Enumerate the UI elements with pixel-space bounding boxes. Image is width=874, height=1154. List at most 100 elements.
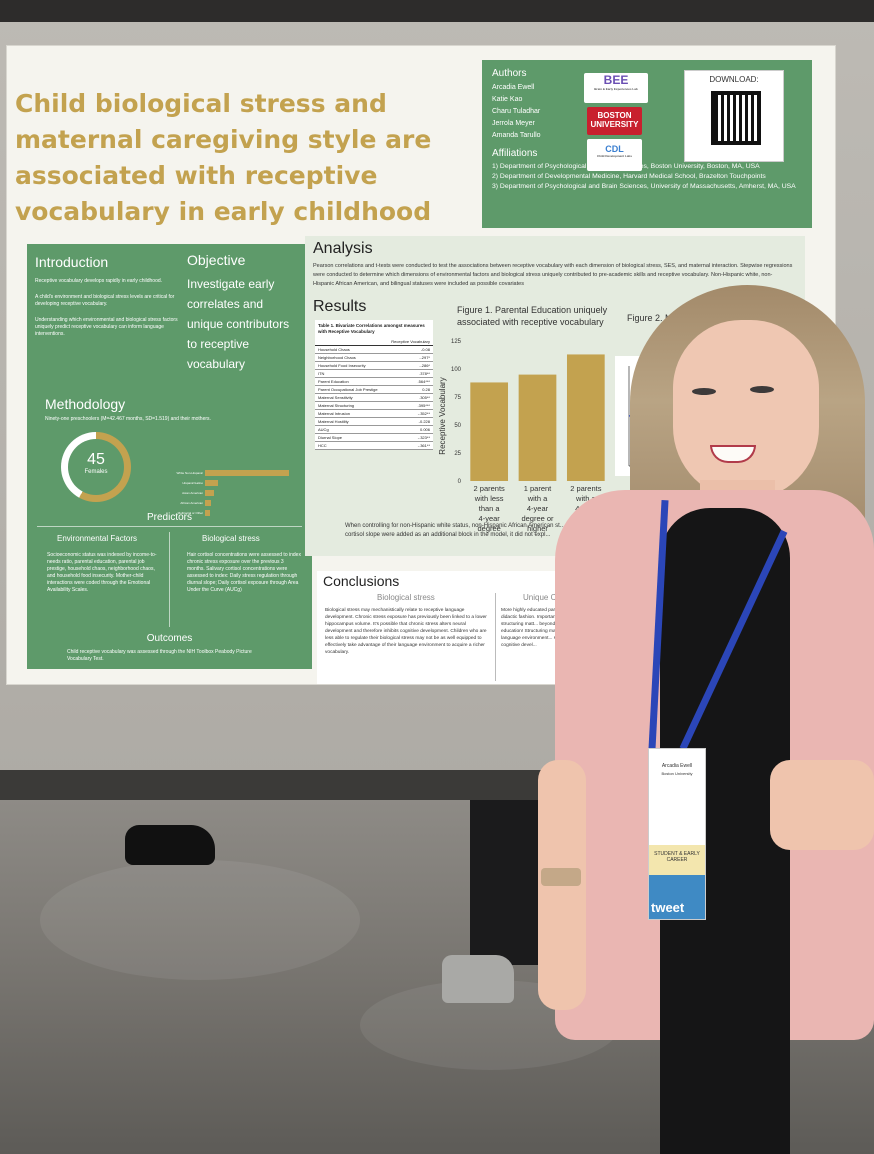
y-tick-label: 0 xyxy=(458,479,462,485)
conclusions-col1-text: Biological stress may mechanistically re… xyxy=(325,608,487,655)
table-cell-correlation: .378** xyxy=(419,371,430,376)
table-cell-correlation: 0.28 xyxy=(422,387,430,392)
race-bar xyxy=(205,500,211,506)
cdl-logo-sub: Child Development Labs xyxy=(596,154,632,158)
table-cell-correlation: -0.228 xyxy=(418,419,430,424)
table-cell-measure: Diurnal Slope xyxy=(318,435,343,440)
y-tick-label: 25 xyxy=(454,451,461,457)
table-cell-correlation: .305** xyxy=(419,395,430,400)
y-tick-label: 100 xyxy=(451,367,462,373)
environmental-factors-text: Socioeconomic status was indexed by inco… xyxy=(47,552,157,593)
intro-paragraph: Understanding which environmental and bi… xyxy=(35,317,178,337)
table-cell-correlation: -.286* xyxy=(419,363,430,368)
table-cell-measure: AUCg xyxy=(318,427,329,432)
person-eye xyxy=(750,386,774,393)
table-row: AUCg 0.006 xyxy=(315,426,433,434)
person-hand-on-hip xyxy=(770,760,874,850)
race-bar-label: African American xyxy=(180,501,203,505)
background-person-shoes xyxy=(125,825,215,865)
race-bar-label: White Non-Hispanic xyxy=(176,471,203,475)
author-name: Jerrola Meyer xyxy=(492,120,535,127)
race-bar xyxy=(205,470,289,476)
intro-paragraph: Receptive vocabulary develops rapidly in… xyxy=(35,278,163,284)
conclusions-heading: Conclusions xyxy=(323,573,400,589)
x-tick-label: 1 parent with a 4-year degree or higher xyxy=(521,484,554,533)
wristwatch xyxy=(541,868,581,886)
predictors-heading: Predictors xyxy=(146,512,192,523)
download-label: DOWNLOAD: xyxy=(709,75,759,84)
divider xyxy=(37,526,302,527)
table-cell-measure: ITN xyxy=(318,371,325,376)
floor-reflection xyxy=(40,860,360,980)
y-tick-label: 50 xyxy=(454,423,461,429)
qr-code-icon xyxy=(711,91,761,145)
results-heading: Results xyxy=(313,298,367,315)
y-tick-label: 125 xyxy=(451,339,462,345)
table-row: Maternal Structuring .395*** xyxy=(315,402,433,410)
table-cell-measure: Neighborhood Chaos xyxy=(318,355,356,360)
table-cell-correlation: -.352** xyxy=(417,411,430,416)
left-panel: Introduction Objective Receptive vocabul… xyxy=(27,244,312,669)
boston-university-logo: BOSTON UNIVERSITY xyxy=(587,107,642,135)
table-row: Parent Occupational Job Prestige 0.28 xyxy=(315,386,433,394)
badge-brand-text: tweet xyxy=(651,900,685,915)
badge-band-text: STUDENT & EARLY CAREER xyxy=(649,845,705,875)
methodology-sample: Ninety-one preschoolers (M=42.467 months… xyxy=(45,416,211,422)
table-row: Diurnal Slope -.323** xyxy=(315,434,433,442)
table-row: ITN .378** xyxy=(315,370,433,378)
affiliations-heading: Affiliations xyxy=(492,148,538,159)
analysis-text: Pearson correlations and t-tests were co… xyxy=(313,263,793,287)
author-name: Arcadia Ewell xyxy=(492,84,535,91)
download-qr-panel: DOWNLOAD: xyxy=(684,70,784,162)
table-cell-measure: Maternal Hostility xyxy=(318,419,349,424)
author-name: Charu Tuladhar xyxy=(492,108,541,115)
background-person-legs xyxy=(470,800,550,965)
y-axis-label: Receptive Vocabulary xyxy=(438,377,447,454)
table-cell-correlation: .564*** xyxy=(417,379,430,384)
race-bar-label: Hispanic/Latino xyxy=(182,481,203,485)
table-row: HCC -.361** xyxy=(315,442,433,450)
conference-badge: Arcadia Ewell Boston University STUDENT … xyxy=(648,748,706,920)
race-bar-label: Asian American xyxy=(182,491,203,495)
outcomes-heading: Outcomes xyxy=(146,633,193,644)
table-row: Household Food Insecurity -.286* xyxy=(315,362,433,370)
race-bar xyxy=(205,510,210,516)
sex-donut-chart: 45 Females xyxy=(61,432,131,502)
analysis-heading: Analysis xyxy=(313,240,373,257)
table-cell-measure: Maternal Sensitivity xyxy=(318,395,353,400)
outcomes-text: Child receptive vocabulary was assessed … xyxy=(67,649,252,662)
figure1-bar-chart: 0 25 50 75 100 125 Receptive Vocabulary 2 paren… xyxy=(438,339,605,533)
bar xyxy=(566,354,605,481)
figure1-title: Figure 1. Parental Education uniquely as… xyxy=(457,305,608,327)
bar xyxy=(518,374,557,481)
table-caption: Table 1. Bivariate Correlations amongst … xyxy=(318,323,425,334)
methodology-heading: Methodology xyxy=(45,396,126,412)
intro-paragraph: A child's environment and biological str… xyxy=(35,294,175,307)
poster-title: Child biological stress and maternal car… xyxy=(15,89,432,226)
objective-text: Investigate early correlates and unique … xyxy=(187,277,290,371)
table-cell-correlation: -.297* xyxy=(419,355,430,360)
table-cell-correlation: -.323** xyxy=(417,435,430,440)
divider xyxy=(169,532,170,627)
table-cell-measure: Parent Education xyxy=(318,379,349,384)
person-face xyxy=(673,320,819,500)
table-row: Neighborhood Chaos -.297* xyxy=(315,354,433,362)
table-row: Maternal Intrusion -.352** xyxy=(315,410,433,418)
table-cell-correlation: -0.08 xyxy=(420,347,430,352)
cdl-logo: CDL Child Development Labs xyxy=(587,139,642,171)
divider xyxy=(495,593,496,681)
donut-number: 45 xyxy=(87,451,105,468)
conclusions-col2-text: More highly educated parents... more did… xyxy=(501,608,581,648)
table-cell-measure: HCC xyxy=(318,443,327,448)
table-cell-measure: Household Chaos xyxy=(318,347,350,352)
y-tick-label: 75 xyxy=(454,395,461,401)
race-bar xyxy=(205,480,218,486)
table-cell-correlation: .395*** xyxy=(417,403,430,408)
conclusions-col1-heading: Biological stress xyxy=(377,593,435,602)
poster-board-frame-bottom xyxy=(0,770,600,800)
correlation-table: Table 1. Bivariate Correlations amongst … xyxy=(315,320,433,450)
biological-stress-text: Hair cortisol concentrations were assess… xyxy=(187,552,301,593)
bar xyxy=(470,382,509,481)
author-name: Amanda Tarullo xyxy=(492,132,541,139)
biological-stress-heading: Biological stress xyxy=(202,534,260,543)
